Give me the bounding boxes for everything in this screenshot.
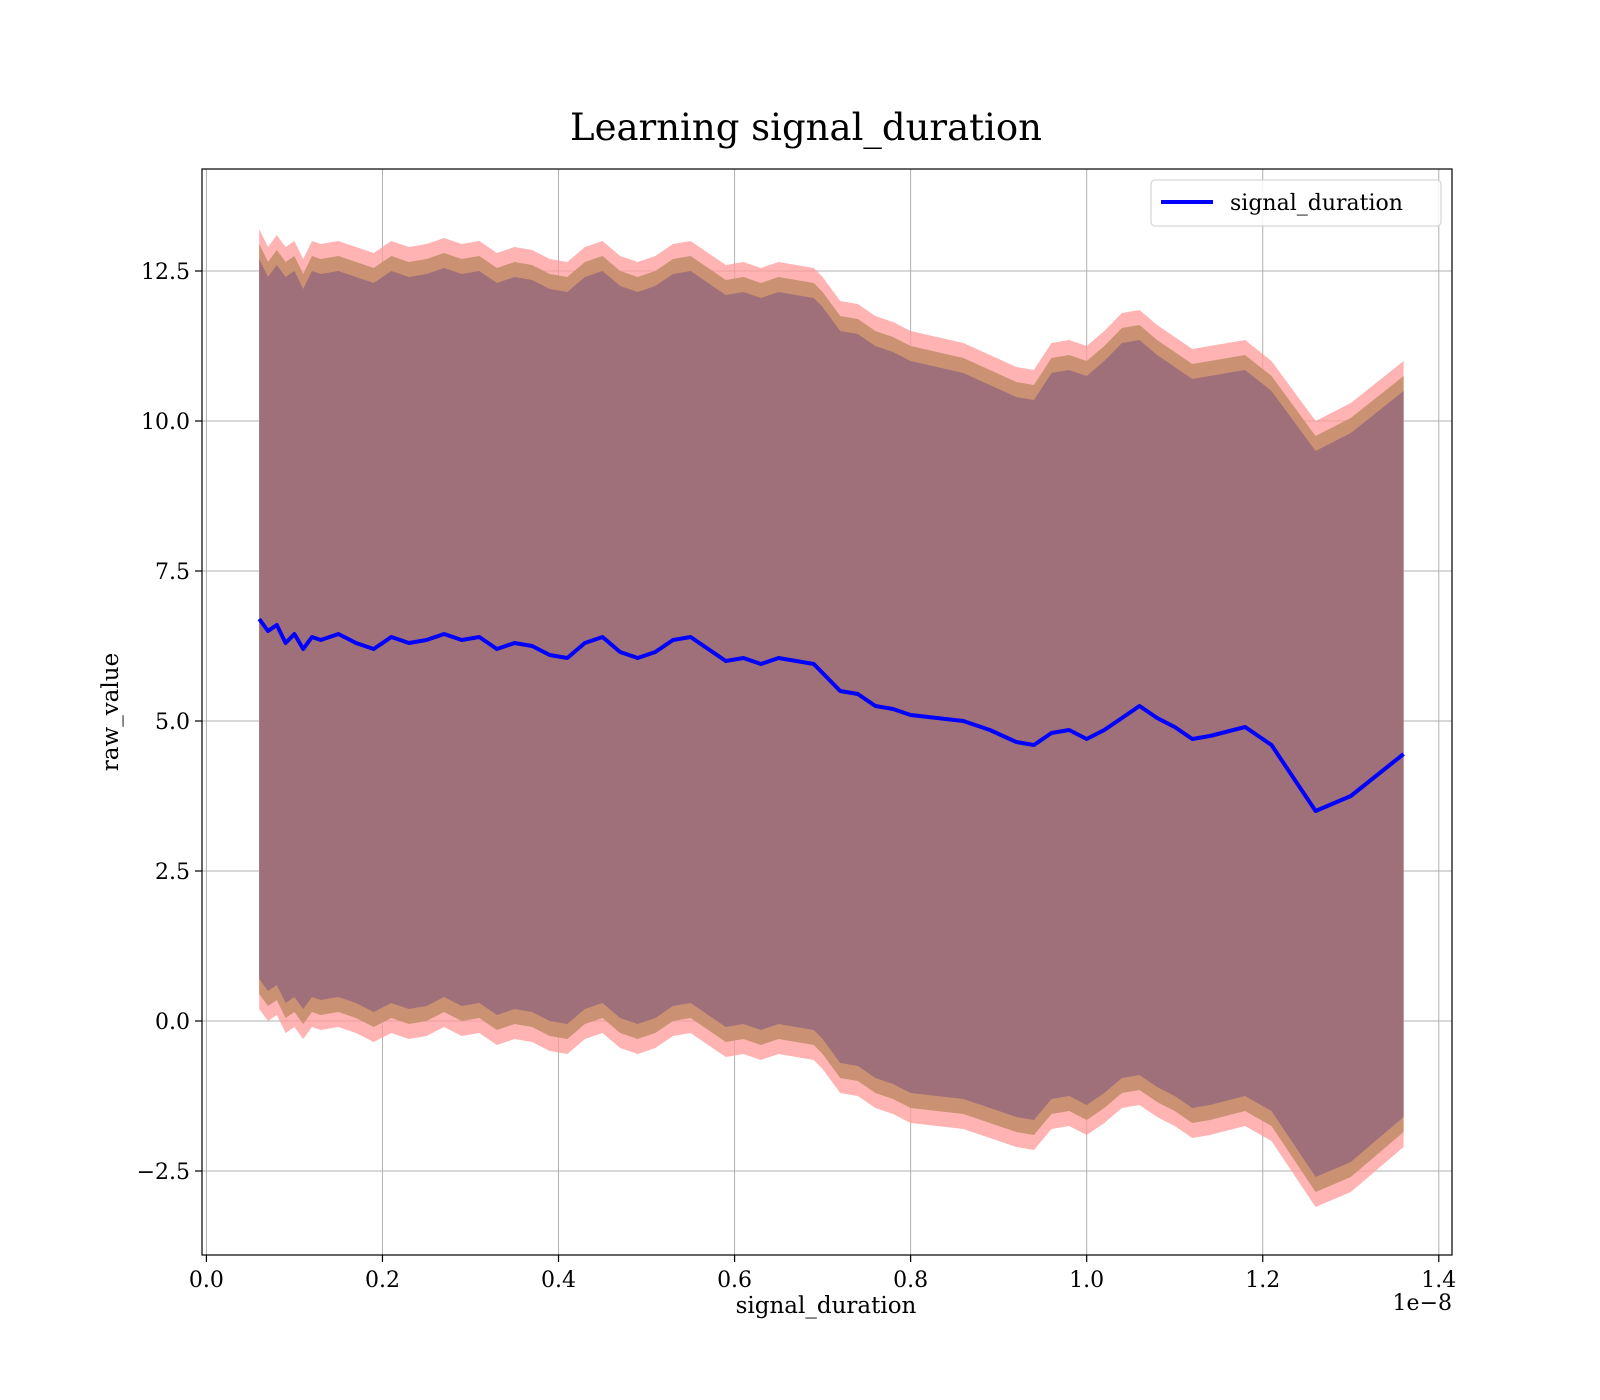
y-axis-label: raw_value <box>98 653 124 771</box>
x-tick-label: 1.0 <box>1069 1268 1104 1293</box>
x-tick-label: 0.2 <box>365 1268 400 1293</box>
y-tick-label: 12.5 <box>141 260 190 285</box>
confidence-bands <box>259 229 1404 1207</box>
legend-box <box>1150 179 1442 227</box>
y-tick-label: 10.0 <box>141 410 190 435</box>
x-tick-label: 0.6 <box>717 1268 752 1293</box>
x-tick-label: 0.0 <box>189 1268 224 1293</box>
y-tick-label: 2.5 <box>155 860 190 885</box>
x-tick-label: 0.4 <box>541 1268 576 1293</box>
legend: signal_duration <box>1150 179 1442 227</box>
inner-band <box>259 259 1404 1177</box>
series-lines <box>257 617 1405 813</box>
y-tick-label: 5.0 <box>155 710 190 735</box>
y-tick-label: 7.5 <box>155 560 190 585</box>
x-tick-label: 1.4 <box>1421 1268 1456 1293</box>
legend-label: signal_duration <box>1230 191 1403 216</box>
series-line <box>257 617 1405 813</box>
y-tick-label: −2.5 <box>137 1160 190 1185</box>
x-tick-label: 1.2 <box>1245 1268 1280 1293</box>
plot-frame <box>201 168 1453 1256</box>
x-offset-label: 1e−8 <box>1393 1291 1452 1316</box>
y-tick-label: 0.0 <box>155 1010 190 1035</box>
axis-ticks: 0.0 0.2 0.4 0.6 0.8 1.0 1.2 1.4 −2.5 0.0 2.5 5.0 7.5… <box>137 260 1457 1293</box>
chart-title: Learning signal_duration <box>570 106 1042 150</box>
x-axis-label: signal_duration <box>736 1293 917 1319</box>
x-tick-label: 0.8 <box>893 1268 928 1293</box>
